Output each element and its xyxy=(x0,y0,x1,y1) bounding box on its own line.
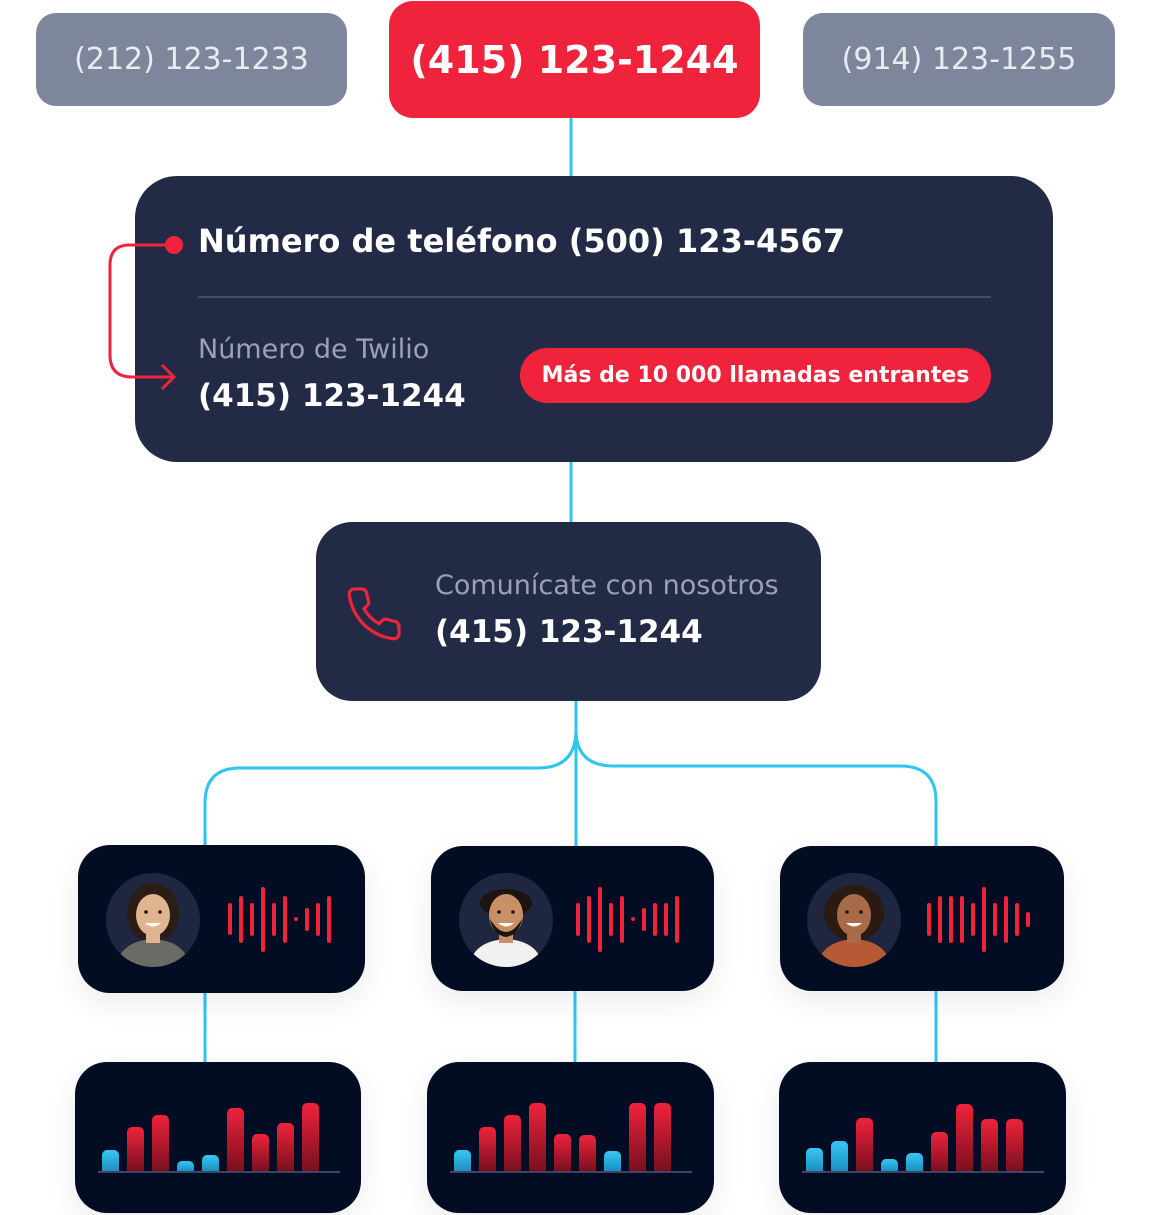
waveform-bar xyxy=(327,895,331,943)
chart-bar xyxy=(102,1150,119,1171)
waveform-bar xyxy=(653,902,657,936)
chart-bar xyxy=(252,1134,269,1171)
waveform-bar xyxy=(598,886,602,952)
chart-bar xyxy=(931,1132,948,1171)
contact-number: (415) 123-1244 xyxy=(435,614,703,650)
chart-bar xyxy=(554,1134,571,1171)
agent-avatar xyxy=(459,873,553,967)
waveform-bar xyxy=(664,902,668,936)
waveform-bar xyxy=(971,902,975,936)
phone-icon xyxy=(347,587,401,641)
bar-chart xyxy=(450,1091,692,1173)
contact-label: Comunícate con nosotros xyxy=(435,570,779,601)
chart-bar xyxy=(277,1123,294,1171)
waveform-bar xyxy=(587,895,591,943)
chart-bar xyxy=(629,1103,646,1171)
chart-bar xyxy=(981,1119,998,1171)
chart-bar xyxy=(881,1159,898,1171)
woman-avatar xyxy=(116,883,190,967)
twilio-number: (415) 123-1244 xyxy=(198,378,466,414)
waveform-bar xyxy=(949,895,953,943)
voice-waveform xyxy=(927,884,1037,954)
chart-bar xyxy=(202,1155,219,1171)
analytics-card xyxy=(427,1062,714,1213)
waveform-bar xyxy=(927,902,931,936)
chart-bar xyxy=(579,1135,596,1171)
phone-number-selected[interactable]: (415) 123-1244 xyxy=(389,1,760,118)
waveform-bar xyxy=(938,895,942,943)
voice-waveform xyxy=(228,884,338,954)
voice-waveform xyxy=(576,884,686,954)
woman-curly-avatar xyxy=(817,885,891,967)
waveform-bar xyxy=(294,917,298,921)
chart-bar xyxy=(831,1141,848,1171)
waveform-bar xyxy=(631,917,635,921)
chart-bar xyxy=(856,1118,873,1171)
chart-bar xyxy=(956,1104,973,1171)
chart-bar xyxy=(479,1127,496,1171)
chart-bar xyxy=(227,1108,244,1171)
chart-bar xyxy=(127,1127,144,1171)
waveform-bar xyxy=(960,895,964,943)
phone-number-option[interactable]: (914) 123-1255 xyxy=(803,13,1115,106)
forward-arrow-icon xyxy=(108,236,183,391)
phone-number-title: Número de teléfono (500) 123-4567 xyxy=(198,222,846,260)
chart-bar xyxy=(177,1161,194,1171)
chart-bar xyxy=(806,1148,823,1171)
twilio-number-label: Número de Twilio xyxy=(198,334,430,365)
chart-bar xyxy=(454,1150,471,1171)
chart-bar xyxy=(302,1103,319,1171)
chart-bar xyxy=(504,1115,521,1171)
waveform-bar xyxy=(675,895,679,943)
bar-chart xyxy=(98,1091,340,1173)
waveform-bar xyxy=(609,902,613,936)
chart-bar xyxy=(604,1151,621,1171)
analytics-card xyxy=(779,1062,1066,1213)
chart-bar xyxy=(1006,1119,1023,1171)
waveform-bar xyxy=(250,902,254,936)
agent-card xyxy=(78,845,365,993)
chart-bar xyxy=(152,1115,169,1171)
waveform-bar xyxy=(316,902,320,936)
waveform-bar xyxy=(1015,902,1019,936)
waveform-bar xyxy=(261,886,265,952)
waveform-bar xyxy=(283,895,287,943)
waveform-bar xyxy=(305,907,309,931)
agent-card xyxy=(431,846,714,991)
waveform-bar xyxy=(642,907,646,931)
agent-avatar xyxy=(106,873,200,967)
phone-number-card: Número de teléfono (500) 123-4567 Número… xyxy=(108,176,1053,462)
waveform-bar xyxy=(239,895,243,943)
agent-avatar xyxy=(807,873,901,967)
chart-bar xyxy=(906,1153,923,1171)
chart-bar xyxy=(529,1103,546,1171)
waveform-bar xyxy=(272,902,276,936)
contact-card: Comunícate con nosotros (415) 123-1244 xyxy=(316,522,821,701)
divider xyxy=(198,296,991,298)
phone-number-option[interactable]: (212) 123-1233 xyxy=(36,13,347,106)
waveform-bar xyxy=(228,903,232,935)
analytics-card xyxy=(75,1062,361,1213)
agent-card xyxy=(780,846,1064,991)
waveform-bar xyxy=(1026,911,1030,927)
incoming-calls-badge: Más de 10 000 llamadas entrantes xyxy=(520,348,991,403)
waveform-bar xyxy=(1004,895,1008,943)
waveform-bar xyxy=(982,886,986,952)
chart-bar xyxy=(654,1103,671,1171)
bar-chart xyxy=(802,1091,1044,1173)
waveform-bar xyxy=(620,895,624,943)
waveform-bar xyxy=(993,902,997,936)
waveform-bar xyxy=(576,902,580,936)
man-avatar xyxy=(469,889,543,967)
